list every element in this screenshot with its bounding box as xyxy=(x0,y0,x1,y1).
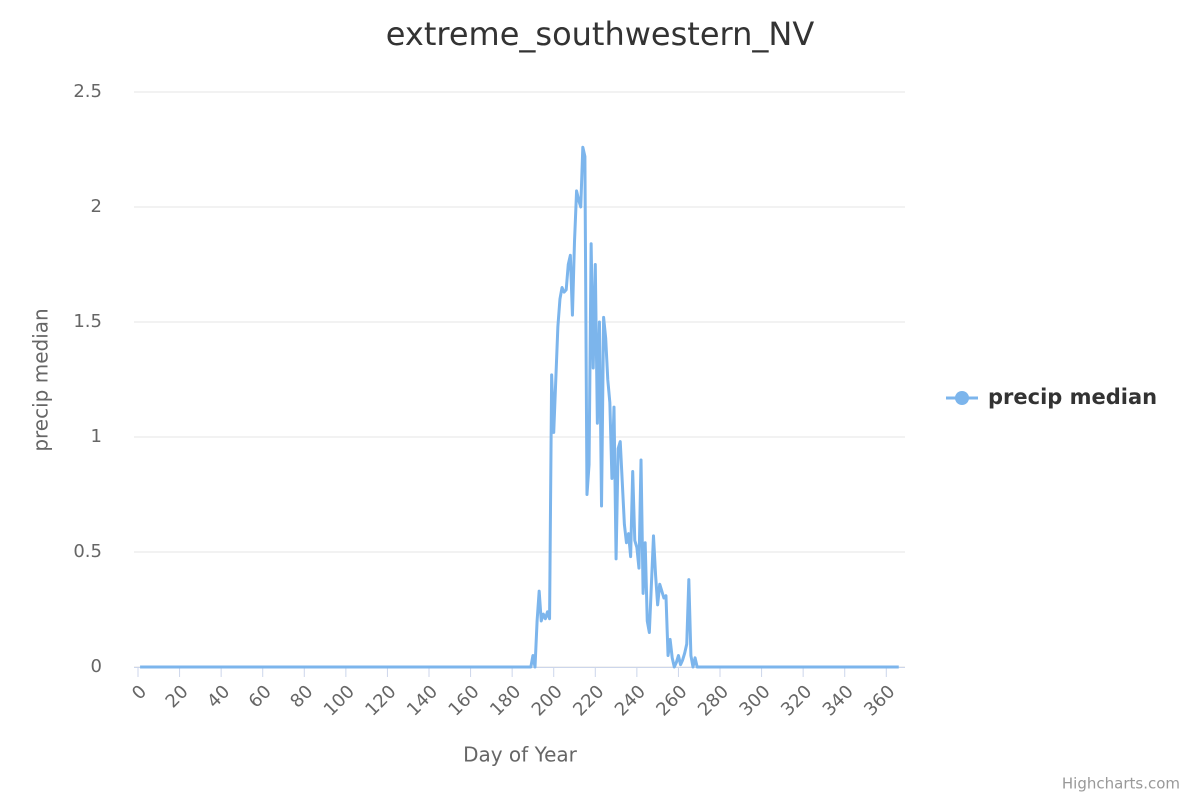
x-tick-label: 60 xyxy=(245,681,276,712)
y-tick-label: 2 xyxy=(91,196,102,217)
y-tick-label: 0.5 xyxy=(73,541,102,562)
y-tick-label: 1 xyxy=(91,426,102,447)
x-tick-label: 180 xyxy=(486,681,525,720)
legend-symbol xyxy=(955,391,969,405)
x-tick-label: 140 xyxy=(403,681,442,720)
x-tick-label: 120 xyxy=(361,681,400,720)
x-tick-label: 0 xyxy=(128,681,151,704)
x-tick-label: 160 xyxy=(445,681,484,720)
x-tick-label: 220 xyxy=(569,681,608,720)
series-line xyxy=(140,145,899,669)
x-tick-label: 20 xyxy=(162,681,193,712)
x-tick-label: 340 xyxy=(819,681,858,720)
x-tick-label: 80 xyxy=(286,681,317,712)
x-tick-label: 240 xyxy=(611,681,650,720)
credits: Highcharts.com xyxy=(1062,775,1180,793)
y-axis-title: precip median xyxy=(29,308,53,451)
x-tick-label: 260 xyxy=(652,681,691,720)
x-tick-label: 300 xyxy=(736,681,775,720)
x-tick-label: 320 xyxy=(777,681,816,720)
y-tick-label: 0 xyxy=(91,656,102,677)
x-tick-label: 280 xyxy=(694,681,733,720)
x-axis-title: Day of Year xyxy=(463,743,578,767)
y-tick-label: 2.5 xyxy=(73,81,102,102)
y-tick-label: 1.5 xyxy=(73,311,102,332)
chart-title: extreme_southwestern_NV xyxy=(386,15,815,53)
legend-label: precip median xyxy=(988,385,1157,409)
x-tick-label: 40 xyxy=(203,681,234,712)
x-tick-label: 360 xyxy=(860,681,899,720)
x-tick-label: 100 xyxy=(320,681,359,720)
x-tick-label: 200 xyxy=(528,681,567,720)
